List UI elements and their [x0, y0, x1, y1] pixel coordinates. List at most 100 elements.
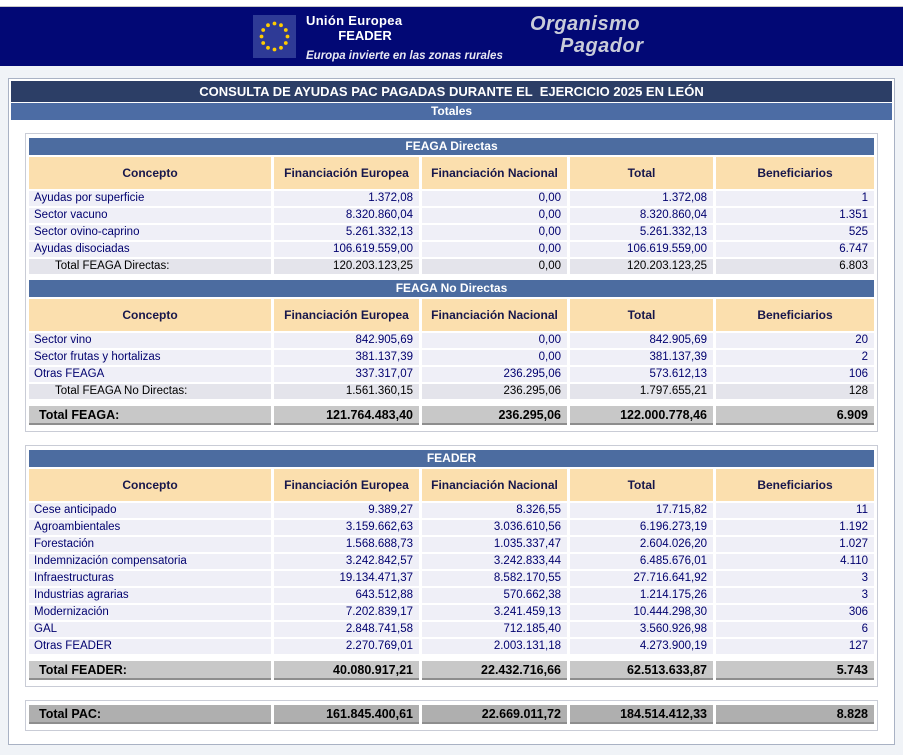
concept-cell: Infraestructuras	[29, 571, 271, 586]
value-cell: 0,00	[422, 259, 567, 274]
value-cell: 0,00	[422, 333, 567, 348]
value-cell: 0,00	[422, 350, 567, 365]
value-cell: 3.159.662,63	[274, 520, 419, 535]
table-row: Modernización 7.202.839,17 3.241.459,13 10.…	[29, 605, 874, 620]
value-cell: 3.242.842,57	[274, 554, 419, 569]
value-cell: 6	[716, 622, 874, 637]
value-cell: 1.568.688,73	[274, 537, 419, 552]
value-cell: 8.582.170,55	[422, 571, 567, 586]
concept-cell: Otras FEADER	[29, 639, 271, 654]
header-banner: Unión Europea FEADER Europa invierte en …	[0, 7, 903, 66]
feader-rows: Cese anticipado 9.389,27 8.326,55 17.715,82…	[29, 503, 874, 654]
concept-cell: Ayudas disociadas	[29, 242, 271, 257]
table-row: Sector vacuno 8.320.860,04 0,00 8.320.860,0…	[29, 208, 874, 223]
eu-flag-icon	[253, 15, 296, 58]
main-area: CONSULTA DE AYUDAS PAC PAGADAS DURANTE E…	[0, 66, 903, 745]
value-cell: 22.669.011,72	[422, 705, 567, 724]
value-cell: 8.320.860,04	[570, 208, 713, 223]
value-cell: 236.295,06	[422, 406, 567, 425]
value-cell: 0,00	[422, 225, 567, 240]
value-cell: 6.747	[716, 242, 874, 257]
value-cell: 842.905,69	[274, 333, 419, 348]
value-cell: 128	[716, 384, 874, 399]
concept-cell: Total PAC:	[29, 705, 271, 724]
table-row: Total FEAGA Directas: 120.203.123,25 0,00 1…	[29, 259, 874, 274]
table-row: Indemnización compensatoria 3.242.842,57 3…	[29, 554, 874, 569]
concept-cell: Otras FEAGA	[29, 367, 271, 382]
value-cell: 3.241.459,13	[422, 605, 567, 620]
table-row: Total PAC: 161.845.400,61 22.669.011,72 184…	[29, 705, 874, 724]
value-cell: 1.372,08	[570, 191, 713, 206]
value-cell: 1.035.337,47	[422, 537, 567, 552]
subtitle-totales: Totales	[11, 103, 892, 120]
value-cell: 381.137,39	[570, 350, 713, 365]
value-cell: 11	[716, 503, 874, 518]
value-cell: 337.317,07	[274, 367, 419, 382]
value-cell: 120.203.123,25	[274, 259, 419, 274]
value-cell: 4.273.900,19	[570, 639, 713, 654]
table-row: Total FEAGA: 121.764.483,40 236.295,06 122.…	[29, 406, 874, 425]
concept-cell: Cese anticipado	[29, 503, 271, 518]
value-cell: 10.444.298,30	[570, 605, 713, 620]
value-cell: 6.196.273,19	[570, 520, 713, 535]
value-cell: 5.261.332,13	[274, 225, 419, 240]
table-row: Infraestructuras 19.134.471,37 8.582.170,5…	[29, 571, 874, 586]
table-row: Sector vino 842.905,69 0,00 842.905,69 20	[29, 333, 874, 348]
value-cell: 5.261.332,13	[570, 225, 713, 240]
column-header: Financiación Nacional	[422, 469, 567, 501]
column-header: Financiación Nacional	[422, 157, 567, 189]
concept-cell: Sector vino	[29, 333, 271, 348]
value-cell: 9.389,27	[274, 503, 419, 518]
column-header: Total	[570, 299, 713, 331]
value-cell: 236.295,06	[422, 367, 567, 382]
value-cell: 127	[716, 639, 874, 654]
value-cell: 1.214.175,26	[570, 588, 713, 603]
value-cell: 27.716.641,92	[570, 571, 713, 586]
concept-cell: Total FEAGA Directas:	[29, 259, 271, 274]
organismo-pagador-logo: Organismo Pagador	[530, 13, 644, 57]
concept-cell: Total FEAGA:	[29, 406, 271, 425]
table-row: Ayudas por superficie 1.372,08 0,00 1.372,0…	[29, 191, 874, 206]
concept-cell: Indemnización compensatoria	[29, 554, 271, 569]
feader-box: FEADER Concepto Financiación Europea Finan…	[25, 445, 878, 687]
value-cell: 3.242.833,44	[422, 554, 567, 569]
table-row: GAL 2.848.741,58 712.185,40 3.560.926,98 6	[29, 622, 874, 637]
value-cell: 40.080.917,21	[274, 661, 419, 680]
value-cell: 106.619.559,00	[570, 242, 713, 257]
value-cell: 120.203.123,25	[570, 259, 713, 274]
column-headers-feader: Concepto Financiación Europea Financiación…	[29, 469, 874, 501]
eu-label-line1: Unión Europea	[306, 13, 403, 28]
value-cell: 6.803	[716, 259, 874, 274]
concept-cell: Ayudas por superficie	[29, 191, 271, 206]
column-header: Financiación Europea	[274, 299, 419, 331]
column-header: Concepto	[29, 299, 271, 331]
value-cell: 3.036.610,56	[422, 520, 567, 535]
table-row: Sector ovino-caprino 5.261.332,13 0,00 5.26…	[29, 225, 874, 240]
table-row: Forestación 1.568.688,73 1.035.337,47 2.604…	[29, 537, 874, 552]
value-cell: 106	[716, 367, 874, 382]
concept-cell: Total FEADER:	[29, 661, 271, 680]
table-row: Otras FEADER 2.270.769,01 2.003.131,18 4.27…	[29, 639, 874, 654]
value-cell: 573.612,13	[570, 367, 713, 382]
value-cell: 8.320.860,04	[274, 208, 419, 223]
section-header-feaga-directas: FEAGA Directas	[29, 138, 874, 155]
value-cell: 381.137,39	[274, 350, 419, 365]
value-cell: 1.561.360,15	[274, 384, 419, 399]
concept-cell: GAL	[29, 622, 271, 637]
value-cell: 2.604.026,20	[570, 537, 713, 552]
top-strip	[0, 0, 903, 7]
total-pac-box: Total PAC: 161.845.400,61 22.669.011,72 184…	[25, 700, 878, 731]
value-cell: 19.134.471,37	[274, 571, 419, 586]
value-cell: 2.003.131,18	[422, 639, 567, 654]
column-header: Financiación Europea	[274, 469, 419, 501]
value-cell: 62.513.633,87	[570, 661, 713, 680]
column-header: Beneficiarios	[716, 299, 874, 331]
value-cell: 236.295,06	[422, 384, 567, 399]
value-cell: 306	[716, 605, 874, 620]
value-cell: 1.372,08	[274, 191, 419, 206]
value-cell: 3	[716, 588, 874, 603]
table-row: Total FEAGA No Directas: 1.561.360,15 236.…	[29, 384, 874, 399]
value-cell: 20	[716, 333, 874, 348]
section-header-feaga-no-directas: FEAGA No Directas	[29, 280, 874, 297]
column-header: Concepto	[29, 157, 271, 189]
